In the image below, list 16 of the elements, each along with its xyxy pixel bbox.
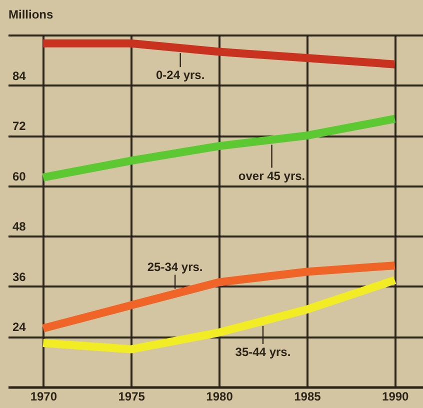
series-label: 0-24 yrs. <box>156 68 205 82</box>
x-tick-label: 1990 <box>382 390 410 404</box>
y-tick-label: 84 <box>12 68 26 83</box>
series-label: 25-34 yrs. <box>147 260 203 274</box>
x-tick-label: 1985 <box>294 390 322 404</box>
x-tick-label: 1980 <box>206 390 234 404</box>
x-tick-label: 1975 <box>118 390 146 404</box>
series-label: 35-44 yrs. <box>235 345 291 359</box>
y-tick-label: 60 <box>12 169 26 184</box>
x-tick-label: 1970 <box>30 390 58 404</box>
y-tick-label: 24 <box>12 320 26 334</box>
y-tick-label: 72 <box>12 119 26 134</box>
text: over 45 yrs. <box>238 168 306 183</box>
y-tick-label: 36 <box>12 270 26 284</box>
y-tick-label: 48 <box>12 220 26 234</box>
y-axis-title: Millions <box>8 8 54 22</box>
